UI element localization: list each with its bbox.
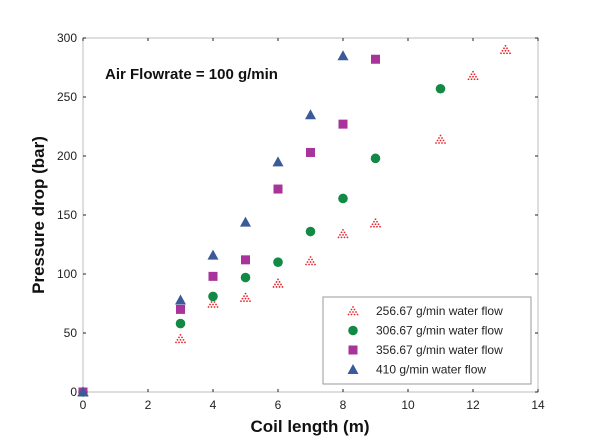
legend-marker-2	[348, 325, 358, 336]
y-tick-label: 150	[57, 208, 77, 222]
tick-layer: 0 2 4 6 8 10 12 14 0 50 100 150 200 250 300	[57, 31, 545, 412]
data-point	[371, 54, 380, 64]
y-tick-label: 0	[70, 385, 77, 399]
x-tick-label: 8	[340, 398, 347, 412]
data-point	[500, 44, 511, 55]
x-tick-label: 0	[80, 398, 87, 412]
legend-marker-3	[348, 345, 358, 355]
data-point	[338, 119, 348, 129]
data-point	[370, 218, 381, 228]
data-point	[175, 318, 186, 329]
data-point	[370, 153, 381, 164]
legend-marker-4	[347, 364, 359, 374]
data-point	[338, 193, 348, 204]
data-point	[241, 255, 250, 265]
x-axis-title: Coil length (m)	[251, 417, 370, 436]
legend-items: 256.67 g/min water flow 306.67 g/min wate…	[347, 304, 503, 377]
data-point	[305, 226, 316, 237]
x-tick-label: 2	[145, 398, 152, 412]
annotation-air-flowrate: Air Flowrate = 100 g/min	[105, 66, 278, 83]
data-point	[337, 50, 349, 61]
y-tick-label: 200	[57, 149, 77, 163]
series-4	[77, 50, 349, 397]
legend-label-3: 356.67 g/min water flow	[376, 343, 503, 357]
data-point	[272, 278, 284, 288]
data-point	[240, 216, 251, 227]
data-point	[175, 294, 186, 305]
series-1	[77, 44, 511, 397]
data-point	[240, 272, 251, 283]
data-point	[240, 292, 251, 302]
x-tick-label: 6	[275, 398, 282, 412]
data-point	[435, 134, 446, 144]
legend-label-4: 410 g/min water flow	[376, 363, 486, 377]
data-layer	[77, 44, 511, 397]
data-point	[175, 334, 186, 344]
legend: 256.67 g/min water flow 306.67 g/min wate…	[322, 296, 532, 385]
data-point	[306, 147, 315, 157]
data-point	[208, 271, 218, 281]
y-tick-label: 250	[57, 90, 77, 104]
x-tick-label: 4	[210, 398, 217, 412]
legend-box	[322, 296, 532, 385]
y-tick-label: 300	[57, 31, 77, 45]
data-point	[77, 386, 89, 397]
y-tick-label: 50	[64, 326, 78, 340]
data-point	[176, 304, 185, 314]
data-point	[273, 184, 283, 194]
x-tick-label: 10	[401, 398, 415, 412]
data-point	[273, 257, 283, 268]
data-point	[337, 228, 349, 239]
y-axis-title: Pressure drop (bar)	[29, 136, 48, 294]
data-point	[208, 291, 218, 302]
x-tick-label: 14	[531, 398, 545, 412]
data-point	[207, 249, 219, 260]
x-tick-label: 12	[466, 398, 480, 412]
legend-label-2: 306.67 g/min water flow	[376, 324, 503, 338]
legend-label-1: 256.67 g/min water flow	[376, 304, 503, 318]
data-point	[305, 109, 316, 120]
data-point	[272, 156, 284, 167]
data-point	[207, 298, 219, 308]
data-point	[467, 70, 479, 81]
data-point	[305, 256, 316, 266]
legend-marker-1	[347, 306, 359, 316]
y-tick-label: 100	[57, 267, 77, 281]
data-point	[435, 83, 446, 94]
